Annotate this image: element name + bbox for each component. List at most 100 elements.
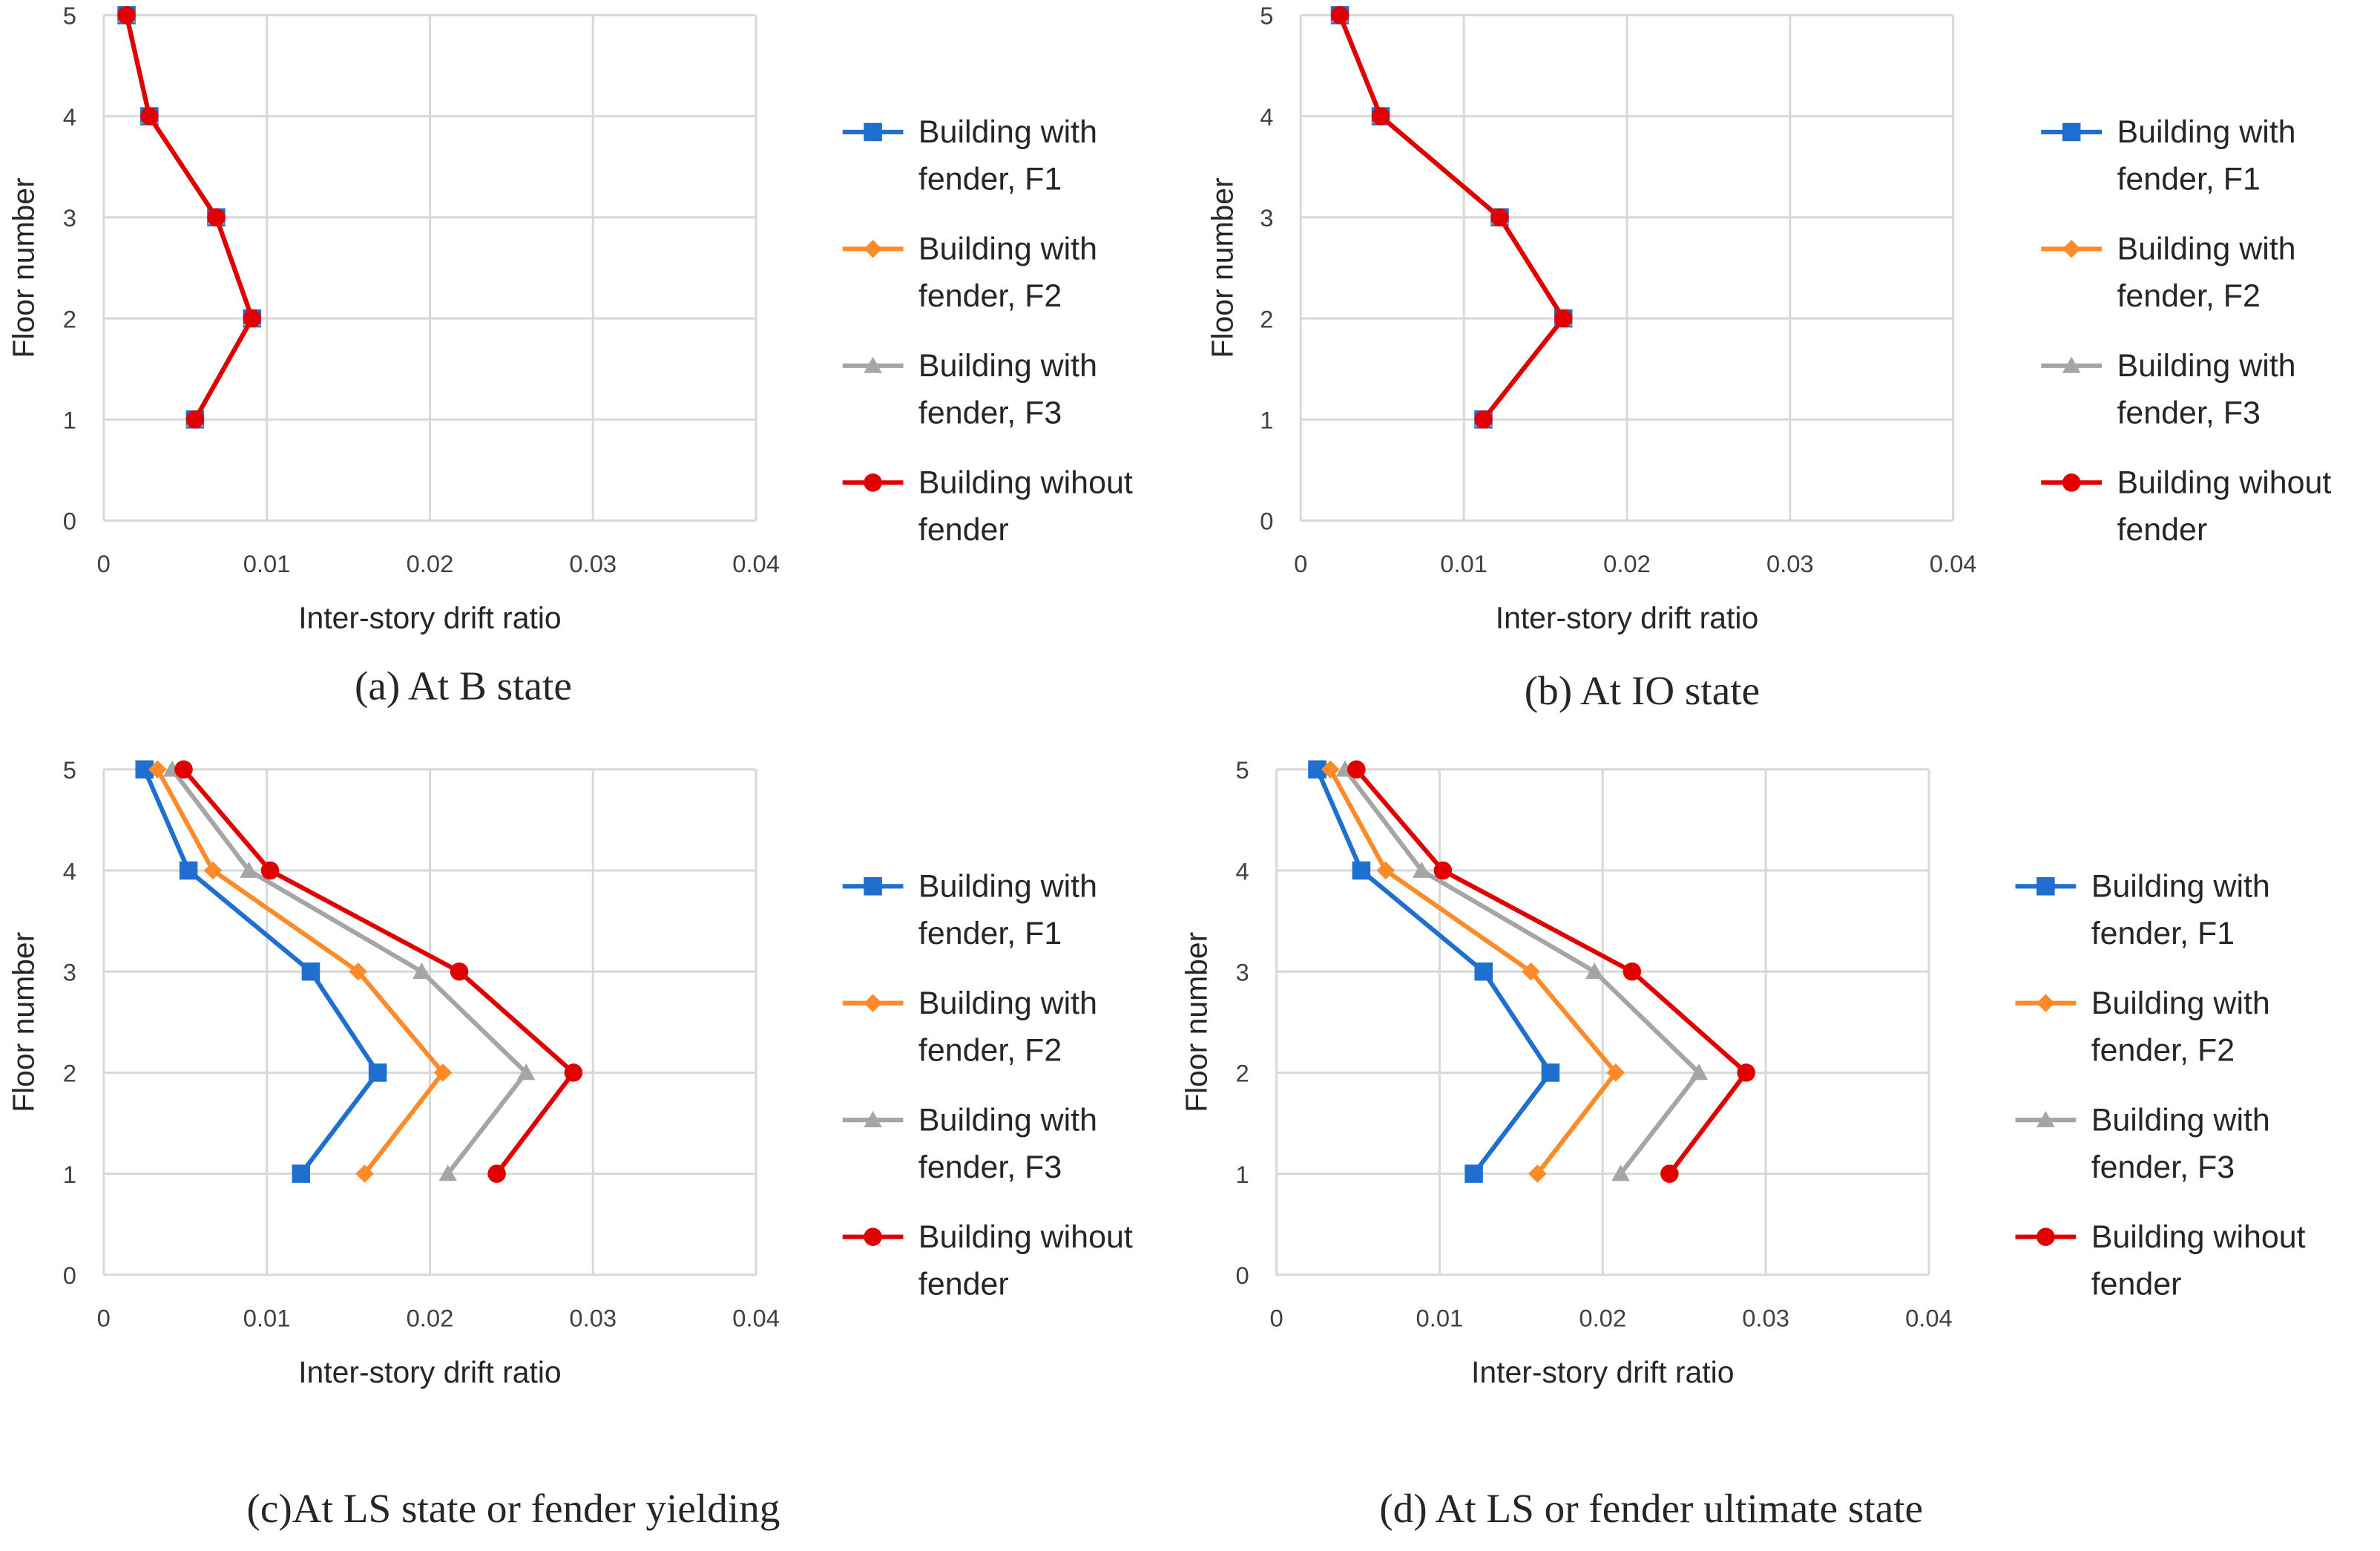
legend-label: Building wihout (918, 465, 1133, 501)
data-point (243, 309, 262, 328)
data-point (349, 962, 367, 981)
series-circle (174, 760, 583, 1183)
chart-caption: (a) At B state (355, 663, 572, 709)
data-point (438, 1164, 457, 1181)
legend-label: fender (918, 1266, 1009, 1302)
series-square (1308, 760, 1560, 1183)
data-point (564, 1063, 583, 1082)
legend-label: Building with (2117, 232, 2296, 267)
data-point (1623, 962, 1642, 981)
legend-label: fender, F2 (2091, 1032, 2235, 1068)
x-tick-label: 0.03 (569, 1304, 617, 1331)
data-point (355, 1164, 374, 1183)
legend-label: fender, F2 (918, 278, 1062, 314)
data-point (1465, 1164, 1483, 1183)
y-tick-label: 2 (1260, 305, 1273, 332)
x-tick-label: 0.01 (1416, 1304, 1464, 1331)
legend-label: fender, F2 (918, 1032, 1062, 1068)
data-point (1689, 1063, 1709, 1081)
legend-label: fender, F3 (918, 1150, 1062, 1185)
x-tick-label: 0.04 (732, 1304, 780, 1331)
data-point (1522, 962, 1540, 981)
x-tick-label: 0.04 (1930, 550, 1977, 577)
data-point (140, 107, 159, 125)
x-tick-label: 0.02 (1579, 1304, 1626, 1331)
legend-entry: Building with fender, F2 (842, 986, 1097, 1068)
legend-label: Building with (918, 348, 1097, 384)
data-point (207, 208, 226, 227)
legend-marker (864, 356, 882, 373)
legend-label: Building wihout (918, 1219, 1133, 1255)
y-tick-label: 0 (1236, 1262, 1249, 1289)
legend-entry: Building with fender, F1 (2015, 869, 2270, 951)
legend-entry: Building with fender, F2 (2015, 986, 2270, 1068)
legend-label: fender (2117, 512, 2208, 548)
y-tick-label: 5 (63, 2, 76, 30)
x-tick-label: 0.01 (243, 1304, 291, 1331)
legend-marker (864, 122, 882, 142)
legend-label: Building wihout (2091, 1219, 2306, 1255)
y-tick-label: 0 (63, 508, 76, 535)
chart-panel-c: 0 0.01 0.02 0.03 0.04 0 1 2 3 4 5 Inter-story drift… (7, 756, 1133, 1531)
x-tick-label: 0 (97, 1304, 111, 1331)
data-point (1352, 861, 1371, 880)
legend-label: fender, F1 (918, 162, 1062, 197)
data-point (1737, 1063, 1755, 1082)
chart-panel-b: 0 0.01 0.02 0.03 0.04 0 1 2 3 4 5 Inter-story drift… (1205, 2, 2331, 713)
legend-label: Building with (918, 986, 1097, 1021)
legend-marker (2037, 877, 2055, 896)
y-tick-label: 1 (1236, 1161, 1249, 1188)
chart-panel-d: 0 0.01 0.02 0.03 0.04 0 1 2 3 4 5 Inter-story drift… (1179, 756, 2305, 1531)
series-diamond (148, 760, 453, 1183)
legend-marker (2062, 240, 2081, 258)
legend-entry: Building with fender, F1 (842, 114, 1097, 197)
x-tick-label: 0.04 (1905, 1304, 1953, 1331)
legend-label: Building with (2091, 986, 2270, 1021)
legend-entry: Building with fender, F3 (2015, 1103, 2270, 1185)
y-tick-label: 4 (1236, 857, 1249, 885)
y-tick-label: 0 (63, 1262, 76, 1289)
x-tick-label: 0.03 (569, 550, 617, 577)
legend-marker (864, 1110, 882, 1128)
legend-label: fender, F3 (2091, 1150, 2235, 1185)
legend-marker (2062, 473, 2081, 492)
legend-marker (864, 1227, 882, 1246)
chart-panel-a: 0 0.01 0.02 0.03 0.04 0 1 2 3 4 5 Inter-story drift… (7, 2, 1133, 709)
legend-entry: Building with fender, F1 (2041, 114, 2296, 197)
series-circle (117, 6, 262, 429)
data-point (1321, 760, 1340, 779)
data-point (1660, 1164, 1679, 1183)
legend-marker (864, 994, 882, 1013)
data-point (487, 1164, 506, 1183)
data-point (179, 861, 198, 880)
legend-marker (864, 877, 882, 896)
legend-entry: Building wihout fender (2041, 465, 2331, 548)
data-point (148, 760, 167, 779)
x-axis-title: Inter-story drift ratio (1471, 1355, 1734, 1389)
data-point (203, 861, 223, 880)
y-axis-title: Floor number (1205, 177, 1239, 358)
x-tick-label: 0 (1294, 550, 1307, 577)
series-triangle (162, 760, 536, 1181)
data-point (240, 861, 258, 878)
y-tick-label: 3 (1260, 204, 1273, 232)
y-tick-label: 4 (1260, 103, 1273, 131)
data-point (301, 962, 320, 981)
data-point (1554, 309, 1573, 328)
series-circle (1330, 6, 1573, 429)
data-point (516, 1063, 536, 1081)
legend-label: fender, F1 (2117, 162, 2261, 197)
y-tick-label: 1 (1260, 407, 1273, 434)
legend-label: fender, F3 (918, 396, 1062, 431)
legend-entry: Building with fender, F3 (2041, 348, 2296, 431)
data-point (450, 962, 469, 981)
x-tick-label: 0.03 (1742, 1304, 1789, 1331)
series-diamond (1321, 760, 1625, 1183)
data-point (1330, 6, 1350, 24)
data-point (1433, 861, 1453, 880)
legend-entry: Building wihout fender (2015, 1219, 2306, 1302)
data-point (1611, 1164, 1630, 1181)
data-point (1474, 410, 1493, 429)
y-tick-label: 4 (63, 103, 76, 131)
